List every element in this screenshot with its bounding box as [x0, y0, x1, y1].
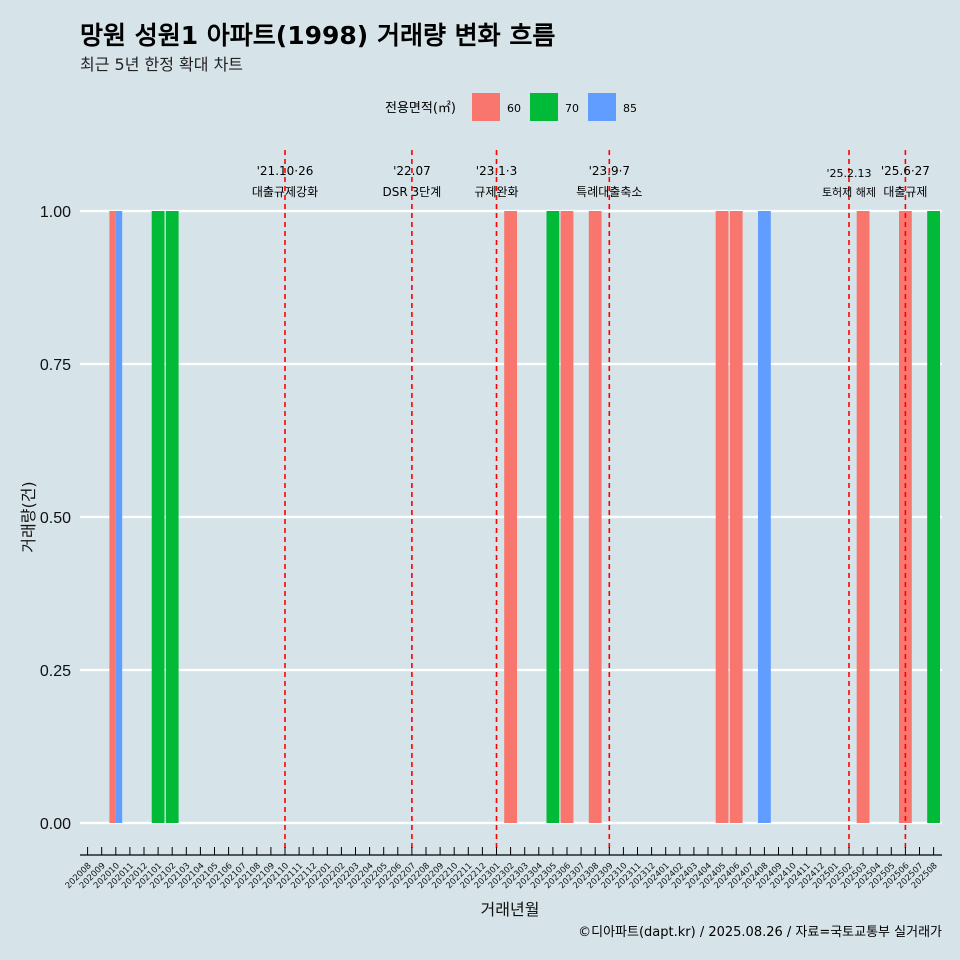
legend-title: 전용면적(㎡)	[385, 101, 456, 116]
bar-60-202406	[729, 211, 743, 823]
bar-70-202102	[165, 211, 179, 823]
bar-60-202308	[588, 211, 602, 823]
bar-60-202302	[504, 211, 517, 823]
chart-subtitle: 최근 5년 한정 확대 차트	[80, 55, 243, 74]
event-date-label: '23.1·3	[476, 164, 517, 178]
policy-events: '21.10·26 대출규제강화 '22.07 DSR 3단계 '23.1·3 규제완화 '…	[252, 150, 930, 850]
legend-swatch-60	[472, 93, 500, 121]
event-name-label: 대출규제	[883, 185, 927, 199]
event-name-label: 토허제 해제	[822, 185, 876, 199]
event-name-label: 특례대출축소	[576, 185, 642, 199]
y-tick-label: 0.25	[40, 663, 71, 680]
bar-60-202010	[109, 211, 116, 823]
event-date-label: '25.2.13	[826, 167, 871, 180]
bars	[109, 211, 940, 823]
bar-60-202503	[856, 211, 870, 823]
bar-70-202305	[546, 211, 560, 823]
event-name-label: 규제완화	[474, 185, 518, 199]
bar-70-202508	[927, 211, 940, 823]
legend: 전용면적(㎡) 60 70 85	[385, 93, 637, 121]
x-axis-label: 거래년월	[481, 900, 540, 919]
y-tick-label: 1.00	[40, 204, 71, 221]
legend-label-70: 70	[565, 102, 579, 115]
legend-swatch-85	[588, 93, 616, 121]
chart-title: 망원 성원1 아파트(1998) 거래량 변화 흐름	[80, 21, 555, 50]
event-date-label: '21.10·26	[257, 164, 314, 178]
bar-60-202306	[560, 211, 574, 823]
y-tick-label: 0.00	[40, 816, 71, 833]
y-axis-label: 거래량(건)	[19, 481, 38, 552]
source-caption: ©디아파트(dapt.kr) / 2025.08.26 / 자료=국토교통부 실…	[578, 925, 942, 940]
bar-85-202408	[758, 211, 771, 823]
event-date-label: '25.6·27	[881, 164, 930, 178]
bar-60-202405	[715, 211, 729, 823]
event-date-label: '22.07	[393, 164, 431, 178]
event-date-label: '23.9·7	[589, 164, 630, 178]
y-axis: 0.00 0.25 0.50 0.75 1.00	[40, 204, 71, 833]
x-axis: 2020082020092020102020112020122021012021…	[64, 847, 942, 891]
bar-85-202010	[115, 211, 123, 823]
bar-60-202506	[899, 211, 912, 823]
legend-label-85: 85	[623, 102, 637, 115]
y-tick-label: 0.50	[40, 510, 71, 527]
event-name-label: 대출규제강화	[252, 185, 318, 199]
event-name-label: DSR 3단계	[383, 185, 442, 199]
legend-swatch-70	[530, 93, 558, 121]
y-tick-label: 0.75	[40, 357, 71, 374]
bar-70-202101	[151, 211, 165, 823]
legend-label-60: 60	[507, 102, 521, 115]
